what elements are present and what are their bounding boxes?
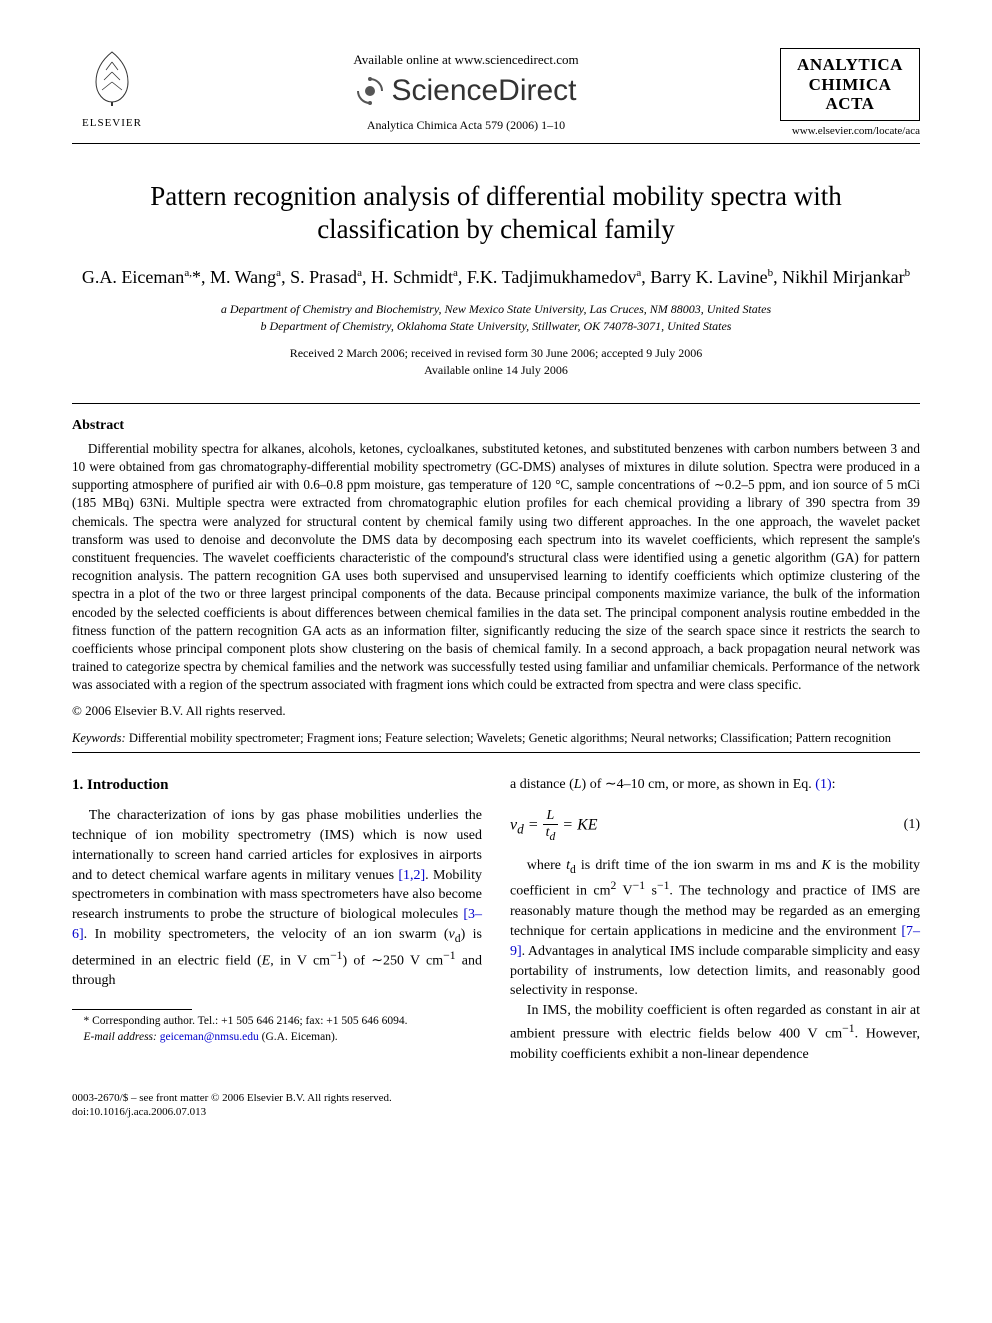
affiliation-a: a Department of Chemistry and Biochemist…: [72, 301, 920, 318]
footnote-email-line: E-mail address: geiceman@nmsu.edu (G.A. …: [72, 1030, 482, 1046]
corresponding-footnote: * Corresponding author. Tel.: +1 505 646…: [72, 1014, 482, 1045]
online-line: Available online 14 July 2006: [72, 362, 920, 379]
ref-link[interactable]: [1,2]: [398, 868, 425, 883]
keywords-label: Keywords:: [72, 731, 126, 745]
received-line: Received 2 March 2006; received in revis…: [72, 345, 920, 362]
affiliation-b: b Department of Chemistry, Oklahoma Stat…: [72, 318, 920, 335]
author-list: G.A. Eicemana,*, M. Wanga, S. Prasada, H…: [72, 265, 920, 289]
email-tail: (G.A. Eiceman).: [262, 1031, 338, 1043]
right-column: a distance (L) of ∼4–10 cm, or more, as …: [510, 775, 920, 1065]
divider: [72, 403, 920, 404]
sciencedirect-text: ScienceDirect: [391, 74, 576, 108]
right-p2: where td is drift time of the ion swarm …: [510, 856, 920, 1001]
available-online-line: Available online at www.sciencedirect.co…: [152, 52, 780, 68]
intro-paragraph: The characterization of ions by gas phas…: [72, 806, 482, 991]
journal-reference: Analytica Chimica Acta 579 (2006) 1–10: [152, 118, 780, 133]
ref-link[interactable]: [3–6]: [72, 907, 482, 942]
footnote-rule: [72, 1009, 192, 1010]
email-label: E-mail address:: [84, 1031, 157, 1043]
keywords-text: Differential mobility spectrometer; Frag…: [129, 731, 891, 745]
equation: vd = Ltd = KE: [510, 809, 598, 842]
section-heading: 1. Introduction: [72, 775, 482, 796]
equation-row: vd = Ltd = KE (1): [510, 809, 920, 842]
abstract-body: Differential mobility spectra for alkane…: [72, 440, 920, 695]
footer: 0003-2670/$ – see front matter © 2006 El…: [72, 1091, 920, 1120]
ref-link[interactable]: [7–9]: [510, 924, 920, 959]
journal-box-line: ACTA: [789, 94, 911, 114]
journal-box-line: ANALYTICA: [789, 55, 911, 75]
divider: [72, 752, 920, 753]
journal-brand-box: ANALYTICA CHIMICA ACTA www.elsevier.com/…: [780, 48, 920, 137]
article-dates: Received 2 March 2006; received in revis…: [72, 345, 920, 379]
abstract-heading: Abstract: [72, 418, 920, 434]
footnote-corr: * Corresponding author. Tel.: +1 505 646…: [72, 1014, 482, 1030]
affiliations: a Department of Chemistry and Biochemist…: [72, 301, 920, 335]
footer-front-matter: 0003-2670/$ – see front matter © 2006 El…: [72, 1091, 920, 1105]
journal-title-box: ANALYTICA CHIMICA ACTA: [780, 48, 920, 121]
header-center: Available online at www.sciencedirect.co…: [152, 48, 780, 133]
right-lead: a distance (L) of ∼4–10 cm, or more, as …: [510, 775, 920, 795]
copyright-line: © 2006 Elsevier B.V. All rights reserved…: [72, 703, 920, 719]
keywords-line: Keywords: Differential mobility spectrom…: [72, 731, 920, 746]
footer-doi: doi:10.1016/j.aca.2006.07.013: [72, 1105, 920, 1119]
right-p3: In IMS, the mobility coefficient is ofte…: [510, 1001, 920, 1064]
sciencedirect-icon: [355, 76, 385, 106]
left-column: 1. Introduction The characterization of …: [72, 775, 482, 1065]
journal-box-line: CHIMICA: [789, 75, 911, 95]
header: ELSEVIER Available online at www.science…: [72, 48, 920, 144]
email-link[interactable]: geiceman@nmsu.edu: [160, 1031, 259, 1043]
elsevier-tree-icon: [82, 48, 142, 108]
elsevier-label: ELSEVIER: [72, 117, 152, 129]
abstract-text: Differential mobility spectra for alkane…: [72, 440, 920, 695]
eqn-link[interactable]: (1): [815, 777, 831, 792]
sciencedirect-logo: ScienceDirect: [355, 74, 576, 108]
article-title: Pattern recognition analysis of differen…: [112, 180, 880, 248]
body-columns: 1. Introduction The characterization of …: [72, 775, 920, 1065]
equation-number: (1): [904, 815, 920, 835]
journal-url: www.elsevier.com/locate/aca: [780, 125, 920, 137]
elsevier-logo-block: ELSEVIER: [72, 48, 152, 129]
page: ELSEVIER Available online at www.science…: [0, 0, 992, 1159]
